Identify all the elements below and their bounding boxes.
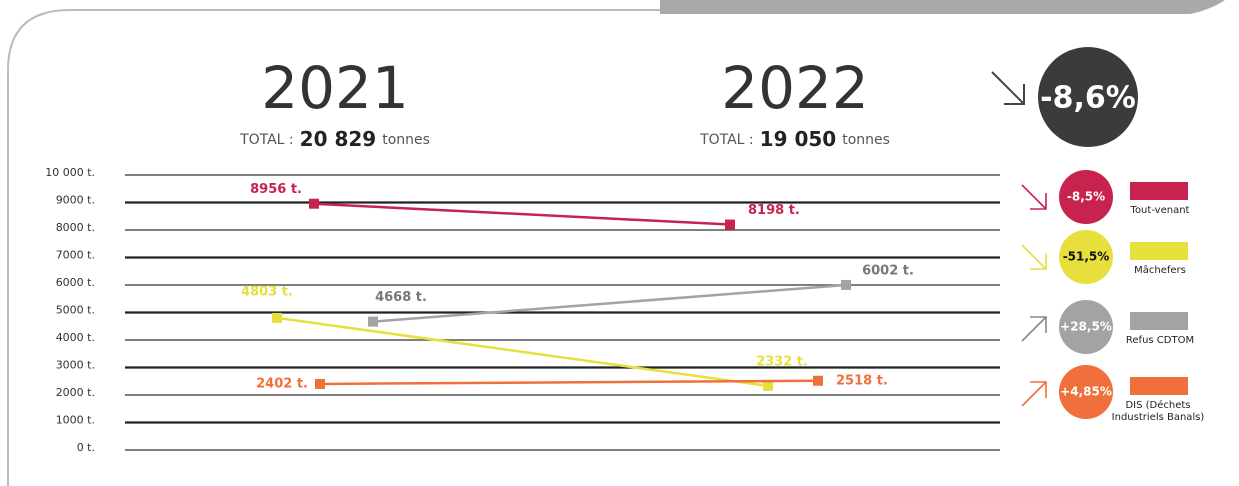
change-badge (1059, 230, 1113, 284)
data-label: 2332 t. (756, 354, 808, 369)
y-tick-label: 9000 t. (56, 194, 95, 207)
total-value: 19 050 (760, 127, 837, 151)
data-point (763, 380, 773, 391)
total: TOTAL : 20 829 tonnes (239, 127, 430, 151)
y-tick-label: 2000 t. (56, 386, 95, 399)
data-label: 6002 t. (862, 263, 914, 278)
year: 2021 (261, 54, 409, 122)
y-tick-label: 4000 t. (56, 331, 95, 344)
data-point (813, 375, 823, 386)
legend-swatch (1130, 312, 1188, 330)
data-point (315, 378, 325, 389)
data-label: 8198 t. (748, 203, 800, 218)
y-tick-label: 5000 t. (56, 304, 95, 317)
legend-label: DIS (Déchets Industriels Banals) (1111, 400, 1205, 423)
data-label: 8956 t. (250, 182, 302, 197)
legend-label: Mâchefers (1134, 265, 1186, 276)
total-prefix: TOTAL : (699, 132, 754, 148)
data-label: 2402 t. (256, 376, 308, 391)
trend-arrow (1021, 244, 1047, 270)
total-change: -8,6% (1040, 81, 1136, 116)
series-line (313, 202, 731, 226)
legend-label: Refus CDTOM (1125, 335, 1195, 346)
total-value: 20 829 (300, 127, 377, 151)
y-tick-label: 6000 t. (56, 276, 95, 289)
y-tick-label: 1000 t. (56, 414, 95, 427)
y-tick-label: 10 000 t. (45, 166, 95, 179)
top-band (660, 0, 1225, 14)
legend-label: Tout-venant (1130, 205, 1190, 216)
data-label: 4803 t. (241, 284, 293, 299)
total-prefix: TOTAL : (239, 132, 294, 148)
y-tick-label: 0 t. (77, 441, 95, 454)
card-border (7, 9, 660, 486)
change-badge (1059, 365, 1113, 419)
data-point (309, 198, 319, 209)
change-label: -51,5% (1063, 250, 1110, 264)
change-label: +4,85% (1060, 385, 1112, 399)
legend-swatch (1130, 242, 1188, 260)
series-line (372, 283, 847, 323)
data-point (725, 219, 735, 230)
data-point (368, 316, 378, 327)
series-line (319, 379, 819, 386)
change-badge (1059, 300, 1113, 354)
data-label: 4668 t. (375, 290, 427, 305)
y-tick-label: 8000 t. (56, 221, 95, 234)
total: TOTAL : 19 050 tonnes (699, 127, 890, 151)
y-tick-label: 3000 t. (56, 359, 95, 372)
trend-arrow (1021, 316, 1047, 342)
data-point (841, 279, 851, 290)
y-tick-label: 7000 t. (56, 249, 95, 262)
trend-arrow (1021, 184, 1047, 210)
legend-swatch (1130, 182, 1188, 200)
change-badge (1059, 170, 1113, 224)
data-point (272, 312, 282, 323)
change-label: +28,5% (1060, 320, 1112, 334)
total-unit: tonnes (382, 132, 430, 148)
data-label: 2518 t. (836, 373, 888, 388)
legend-swatch (1130, 377, 1188, 395)
change-label: -8,5% (1067, 190, 1105, 204)
year: 2022 (721, 54, 869, 122)
series-line (276, 316, 769, 388)
total-change-badge (1038, 47, 1138, 147)
total-unit: tonnes (842, 132, 890, 148)
trend-arrow (1021, 381, 1047, 407)
total-arrow (991, 71, 1025, 105)
